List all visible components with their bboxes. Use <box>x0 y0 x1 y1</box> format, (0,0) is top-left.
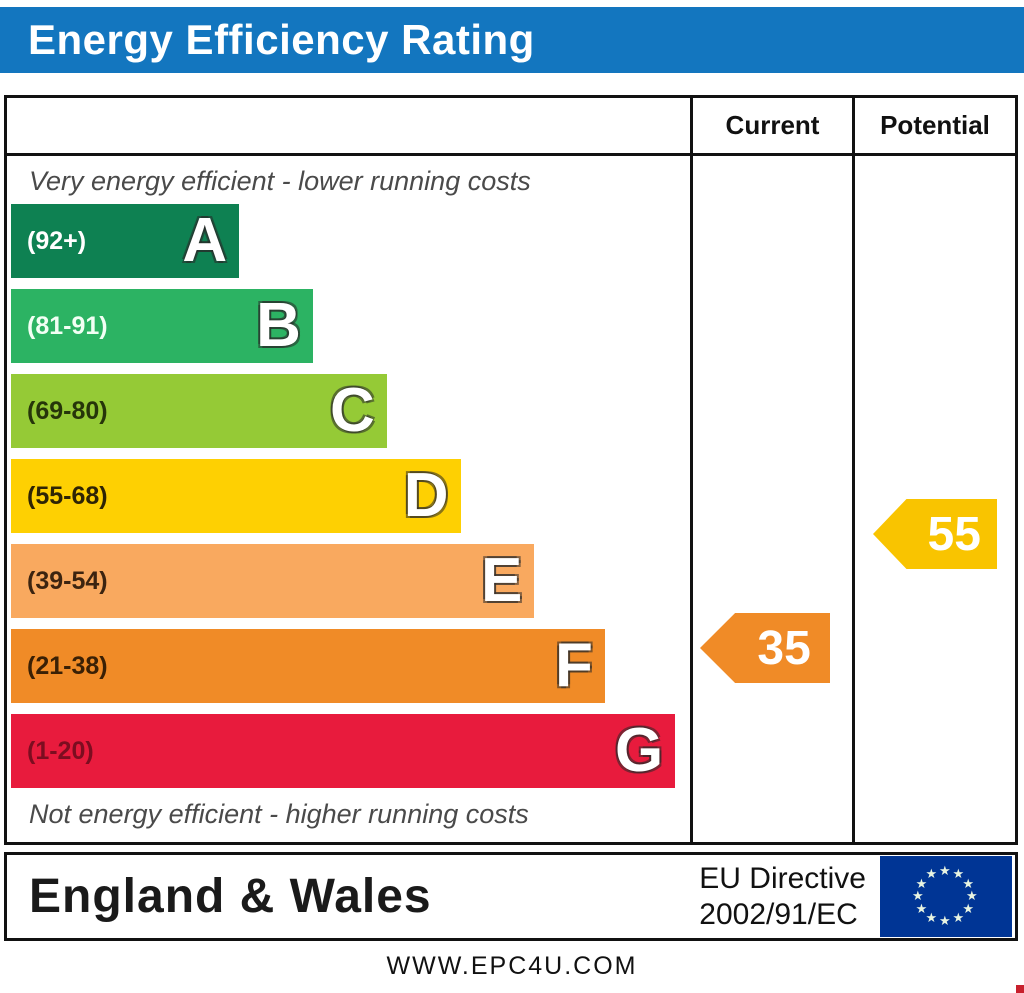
eu-flag-star: ★ <box>915 875 928 891</box>
eu-flag-star: ★ <box>962 900 975 916</box>
epc-rating-table: Current Potential Very energy efficient … <box>4 95 1018 845</box>
current-arrow: 35 <box>700 613 830 683</box>
eu-directive-text: EU Directive 2002/91/EC <box>699 861 880 933</box>
header-spacer <box>7 98 690 156</box>
band-a: (92+) A <box>11 204 240 278</box>
potential-arrow: 55 <box>873 499 997 569</box>
region-label: England & Wales <box>29 870 432 923</box>
band-a-range: (92+) <box>27 226 87 255</box>
eu-flag-star: ★ <box>925 866 938 882</box>
potential-value: 55 <box>927 507 981 561</box>
eu-flag-star: ★ <box>912 888 924 903</box>
band-e-range: (39-54) <box>27 566 108 595</box>
potential-column-label: Potential <box>880 110 990 140</box>
eu-flag-star: ★ <box>966 888 978 903</box>
band-b: (81-91) B <box>11 289 313 363</box>
eu-flag-star: ★ <box>962 875 975 891</box>
band-b-range: (81-91) <box>27 311 108 340</box>
band-f: (21-38) F <box>11 629 605 703</box>
current-column: 35 <box>690 156 852 842</box>
band-d-letter: D <box>403 461 449 530</box>
eu-flag-star: ★ <box>939 863 951 878</box>
corner-mark <box>1016 985 1024 993</box>
eu-directive-line2: 2002/91/EC <box>699 897 858 931</box>
current-value: 35 <box>757 621 811 675</box>
rating-scale: Very energy efficient - lower running co… <box>7 156 690 842</box>
rating-bands: (92+) A (81-91) B (69-80) C (55-68) D (3… <box>11 204 682 799</box>
band-g-range: (1-20) <box>27 736 94 765</box>
band-e: (39-54) E <box>11 544 535 618</box>
band-b-letter: B <box>256 291 301 360</box>
band-c-letter: C <box>329 376 375 445</box>
eu-directive-line1: EU Directive <box>699 861 866 895</box>
eu-flag-star: ★ <box>915 900 928 916</box>
header-potential: Potential <box>852 98 1015 156</box>
band-g: (1-20) G <box>11 714 676 788</box>
footer: England & Wales EU Directive 2002/91/EC … <box>4 852 1018 941</box>
eu-flag-icon: ★ ★ ★ ★ ★ ★ ★ ★ ★ ★ ★ ★ <box>880 856 1012 937</box>
bottom-note: Not energy efficient - higher running co… <box>29 799 529 829</box>
website-label: WWW.EPC4U.COM <box>386 952 638 980</box>
eu-flag-star: ★ <box>939 913 951 928</box>
band-e-letter: E <box>481 546 523 615</box>
eu-flag-star: ★ <box>952 909 965 925</box>
potential-column: 55 <box>852 156 1015 842</box>
band-d: (55-68) D <box>11 459 461 533</box>
band-c-range: (69-80) <box>27 396 108 425</box>
top-note: Very energy efficient - lower running co… <box>29 166 531 196</box>
eu-flag-star: ★ <box>925 909 938 925</box>
band-a-letter: A <box>182 206 228 275</box>
band-f-range: (21-38) <box>27 651 108 680</box>
current-column-label: Current <box>725 110 820 140</box>
eu-flag-star: ★ <box>952 866 965 882</box>
header-current: Current <box>690 98 852 156</box>
title-bar: Energy Efficiency Rating <box>0 7 1024 73</box>
band-d-range: (55-68) <box>27 481 108 510</box>
page-title: Energy Efficiency Rating <box>28 16 535 63</box>
band-c: (69-80) C <box>11 374 387 448</box>
band-f-letter: F <box>554 631 593 700</box>
band-g-letter: G <box>615 716 664 785</box>
